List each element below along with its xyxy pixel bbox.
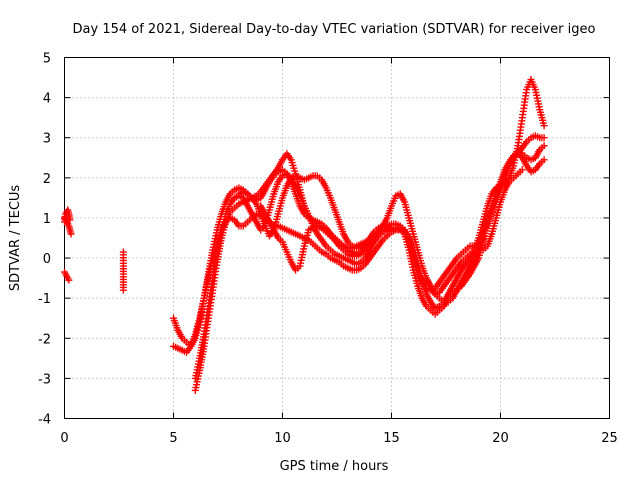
series-trace-h bbox=[191, 148, 548, 382]
x-axis-label: GPS time / hours bbox=[280, 459, 389, 474]
data-points bbox=[61, 76, 548, 394]
data-point bbox=[366, 236, 374, 244]
y-tick-label: 5 bbox=[43, 52, 51, 67]
y-tick-label: -2 bbox=[38, 332, 51, 347]
data-point bbox=[65, 276, 73, 284]
y-tick-label: 0 bbox=[43, 252, 51, 267]
y-tick-label: 1 bbox=[43, 212, 51, 227]
series-trace-j bbox=[257, 202, 374, 274]
series-trace-d bbox=[119, 248, 127, 294]
y-tick-label: -1 bbox=[38, 292, 51, 307]
series-trace-b bbox=[61, 214, 75, 238]
data-point bbox=[67, 230, 75, 238]
y-tick-label: 3 bbox=[43, 132, 51, 147]
data-point bbox=[518, 166, 526, 174]
y-tick-label: 4 bbox=[43, 92, 51, 107]
x-tick-label: 10 bbox=[274, 431, 291, 446]
series-trace-c bbox=[61, 268, 73, 284]
x-tick-label: 20 bbox=[492, 431, 509, 446]
axis-ticks bbox=[64, 57, 610, 419]
plot-frame bbox=[64, 57, 610, 419]
y-axis-label: SDTVAR / TECUs bbox=[8, 185, 23, 292]
x-tick-label: 15 bbox=[383, 431, 400, 446]
data-point bbox=[540, 122, 548, 130]
x-tick-label: 5 bbox=[169, 431, 177, 446]
data-point bbox=[540, 142, 548, 150]
series-trace-g bbox=[191, 76, 548, 394]
x-tick-labels: 0 5 10 15 20 25 bbox=[60, 431, 617, 446]
y-tick-labels: -4 -3 -2 -1 0 1 2 3 4 5 bbox=[38, 52, 51, 428]
x-tick-label: 25 bbox=[601, 431, 618, 446]
y-tick-label: 2 bbox=[43, 172, 51, 187]
data-point bbox=[540, 134, 548, 142]
y-tick-label: -3 bbox=[38, 372, 51, 387]
chart-title: Day 154 of 2021, Sidereal Day-to-day VTE… bbox=[73, 22, 596, 37]
data-point bbox=[540, 156, 548, 164]
x-tick-label: 0 bbox=[60, 431, 68, 446]
data-point bbox=[119, 286, 127, 294]
y-tick-label: -4 bbox=[38, 413, 51, 428]
